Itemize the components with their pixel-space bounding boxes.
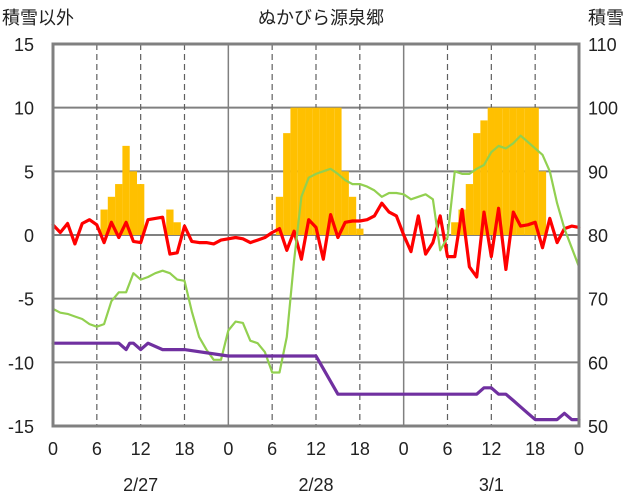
left-ticks: -15 -10 -5 0 5 10 15 — [8, 35, 34, 437]
x-tick-label: 6 — [442, 439, 452, 459]
precipitation-bar — [312, 107, 320, 235]
precipitation-bar — [173, 222, 181, 235]
right-tick-label: 90 — [588, 162, 608, 182]
precipitation-bar — [509, 107, 517, 235]
wind-line — [51, 134, 581, 374]
precipitation-bar — [122, 145, 130, 235]
precipitation-bar — [487, 107, 495, 235]
precipitation-bar — [465, 184, 474, 235]
precipitation-bar — [516, 107, 525, 235]
precipitation-bar — [494, 107, 503, 235]
left-axis-label: 積雪以外 — [2, 8, 74, 29]
right-tick-label: 80 — [588, 226, 608, 246]
x-tick-label: 0 — [574, 439, 584, 459]
right-tick-label: 70 — [588, 290, 608, 310]
precipitation-bar — [502, 107, 510, 235]
left-tick-label: -5 — [18, 290, 34, 310]
right-ticks: 50 60 70 80 90 100 110 — [588, 35, 618, 437]
x-tick-label: 6 — [92, 439, 102, 459]
precipitation-bar — [305, 107, 313, 235]
plot-border — [51, 42, 581, 428]
date-label: 3/1 — [479, 475, 504, 495]
precipitation-bar — [283, 133, 291, 235]
precipitation-bar — [100, 209, 108, 235]
precipitation-bar — [129, 171, 138, 235]
precipitation-bar — [480, 120, 488, 235]
left-tick-label: 5 — [24, 162, 34, 182]
x-tick-label: 12 — [306, 439, 326, 459]
left-tick-label: -15 — [8, 417, 34, 437]
precipitation-bars — [100, 107, 547, 235]
date-label: 2/27 — [123, 475, 158, 495]
precipitation-bar — [356, 228, 364, 235]
chart-title: ぬかびら源泉郷 — [258, 8, 384, 29]
x-tick-label: 0 — [399, 439, 409, 459]
precipitation-bar — [334, 107, 342, 235]
x-tick-label: 18 — [350, 439, 370, 459]
precipitation-bar — [341, 171, 349, 235]
x-tick-label: 12 — [481, 439, 501, 459]
precipitation-bar — [348, 196, 357, 235]
x-tick-label: 12 — [131, 439, 151, 459]
precipitation-bar — [275, 196, 284, 235]
x-ticks: 0 6 12 18 0 6 12 18 0 6 12 18 0 — [48, 439, 584, 459]
right-axis-label: 積雪 — [588, 8, 624, 29]
right-tick-label: 60 — [588, 353, 608, 373]
left-tick-label: -10 — [8, 353, 34, 373]
left-tick-label: 15 — [14, 35, 34, 55]
date-labels: 2/27 2/28 3/1 — [123, 475, 504, 495]
series-lines — [51, 134, 581, 422]
precipitation-bar — [524, 107, 532, 235]
x-tick-label: 18 — [525, 439, 545, 459]
precipitation-bar — [538, 171, 547, 235]
precipitation-bar — [107, 196, 116, 235]
x-tick-label: 0 — [48, 439, 58, 459]
left-tick-label: 0 — [24, 226, 34, 246]
temperature-line — [51, 201, 581, 279]
x-tick-label: 6 — [267, 439, 277, 459]
x-tick-label: 0 — [223, 439, 233, 459]
precipitation-bar — [166, 209, 174, 235]
snow-depth-line — [51, 341, 581, 422]
precipitation-bar — [297, 107, 306, 235]
precipitation-bar — [451, 222, 459, 235]
left-tick-label: 10 — [14, 99, 34, 119]
date-label: 2/28 — [298, 475, 333, 495]
precipitation-bar — [290, 107, 298, 235]
precipitation-bar — [473, 133, 481, 235]
precipitation-bar — [137, 184, 145, 235]
precipitation-bar — [326, 107, 335, 235]
precipitation-bar — [458, 209, 466, 235]
right-tick-label: 110 — [588, 35, 617, 55]
right-tick-label: 100 — [588, 99, 618, 119]
precipitation-bar — [531, 107, 539, 235]
precipitation-bar — [115, 184, 123, 235]
x-tick-label: 18 — [174, 439, 194, 459]
right-tick-label: 50 — [588, 417, 608, 437]
